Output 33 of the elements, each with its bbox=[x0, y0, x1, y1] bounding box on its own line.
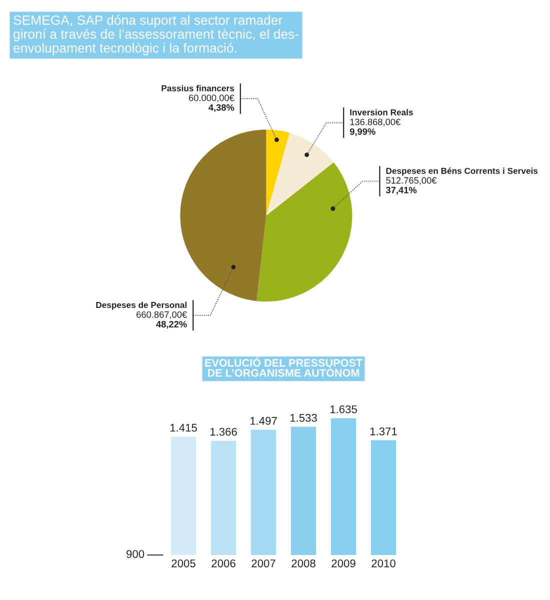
bar bbox=[330, 418, 356, 555]
pie-slice bbox=[266, 132, 334, 216]
data-label: 1.635 bbox=[330, 405, 357, 414]
data-label: 60.000,00€ 4,38% bbox=[188, 94, 234, 112]
data-label: 660.867,00€ 48,22% bbox=[136, 311, 187, 329]
x-tick-label: 2008 bbox=[292, 559, 316, 568]
x-tick-label: 2010 bbox=[372, 559, 396, 568]
data-label: 1.371 bbox=[370, 427, 397, 436]
slice-label: Passius financers bbox=[162, 84, 234, 92]
chart-title: SEMEGA, SAP dóna suport al sector ramader gironí a través de l’assessorament tècnic, el des- envolupament tecnològic i la formació. bbox=[14, 15, 298, 56]
slice-label: Inversion Reals bbox=[350, 109, 413, 116]
data-label: 1.497 bbox=[250, 416, 277, 425]
text: 900 bbox=[126, 550, 144, 558]
pie-slice bbox=[266, 130, 290, 216]
data-label: 136.868,00€ 9,99% bbox=[350, 118, 400, 136]
x-tick-label: 2007 bbox=[252, 559, 276, 568]
x-tick-label: 2006 bbox=[212, 559, 236, 568]
chart-title: EVOLUCIÓ DEL PRESSUPOST DE L’ORGANISME AUTÒNOM bbox=[205, 356, 362, 377]
bar bbox=[250, 430, 276, 555]
x-tick-label: 2009 bbox=[332, 559, 356, 568]
data-label: 1.366 bbox=[210, 428, 237, 436]
slice-label: Despeses en Béns Corrents i Serveis bbox=[386, 168, 538, 176]
bar bbox=[210, 440, 236, 555]
data-label: 512.765,00€ 37,41% bbox=[386, 177, 437, 195]
pie-slice bbox=[180, 130, 266, 302]
data-label: 1.415 bbox=[170, 424, 197, 432]
slice-label: Despeses de Personal bbox=[96, 302, 186, 310]
pie-slice bbox=[256, 162, 352, 302]
bar bbox=[170, 436, 196, 555]
x-tick-label: 2005 bbox=[172, 559, 196, 568]
bar bbox=[290, 426, 316, 555]
bar bbox=[370, 440, 396, 555]
data-label: 1.533 bbox=[290, 414, 317, 422]
